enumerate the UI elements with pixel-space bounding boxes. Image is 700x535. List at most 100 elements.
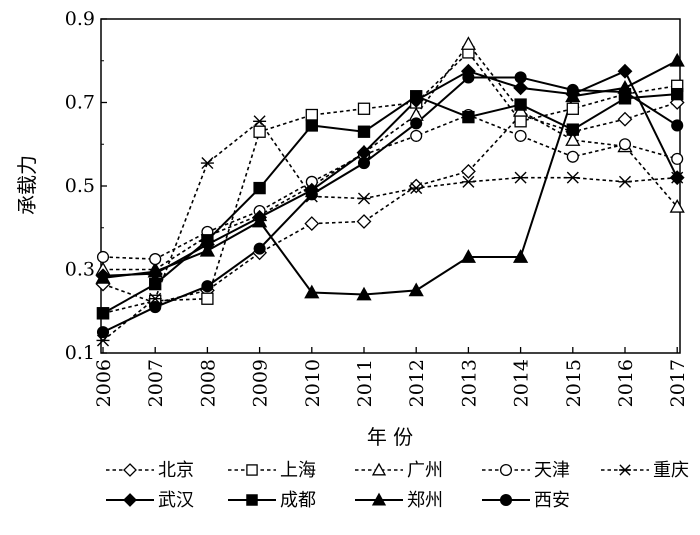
y-axis-title: 承载力 <box>15 155 39 215</box>
marker-diamond <box>356 214 372 229</box>
legend-item: 重庆 <box>601 460 689 481</box>
marker-diamond <box>669 170 685 186</box>
marker-square <box>410 90 423 103</box>
marker-diamond <box>513 80 529 96</box>
marker-circle <box>410 129 423 142</box>
marker-asterisk <box>253 115 267 128</box>
plot-frame <box>100 18 681 354</box>
legend-label: 上海 <box>280 460 316 481</box>
marker-circle <box>566 83 579 97</box>
marker-asterisk <box>200 157 214 170</box>
marker-triangle <box>371 462 387 476</box>
legend-label: 武汉 <box>158 490 194 511</box>
x-tick-label: 2014 <box>511 359 533 407</box>
legend-item: 天津 <box>482 460 570 481</box>
legend-item: 郑州 <box>355 490 443 511</box>
legend-label: 广州 <box>407 460 443 481</box>
marker-asterisk <box>357 192 371 205</box>
marker-square <box>514 115 527 128</box>
marker-circle <box>357 156 371 170</box>
marker-diamond <box>617 63 633 79</box>
marker-diamond <box>408 178 424 194</box>
series-line <box>102 120 678 342</box>
marker-square <box>566 123 579 136</box>
marker-circle <box>499 463 513 477</box>
y-tick-label: 0.9 <box>65 8 95 30</box>
marker-diamond <box>617 111 633 127</box>
series-line <box>102 76 678 334</box>
x-tick-label: 2016 <box>615 359 637 407</box>
marker-diamond <box>123 493 137 507</box>
marker-triangle <box>304 284 320 299</box>
marker-circle <box>410 117 423 130</box>
series-line <box>102 59 678 296</box>
marker-circle <box>566 150 579 163</box>
marker-triangle <box>95 270 111 284</box>
marker-circle <box>618 138 632 151</box>
marker-square <box>357 125 371 138</box>
marker-circle <box>305 188 318 201</box>
marker-square <box>566 102 579 115</box>
marker-circle <box>149 253 162 266</box>
marker-circle <box>96 326 110 339</box>
legend-item: 成都 <box>228 490 316 511</box>
marker-square <box>462 110 475 124</box>
marker-square <box>305 108 318 122</box>
marker-square <box>149 277 162 291</box>
marker-circle <box>201 280 214 293</box>
marker-circle <box>96 250 110 264</box>
marker-square <box>671 87 684 101</box>
legend-label: 郑州 <box>407 490 443 511</box>
y-tick-label: 0.1 <box>65 342 95 364</box>
marker-square <box>357 102 371 115</box>
marker-circle <box>671 119 684 132</box>
legend-label: 西安 <box>534 490 570 511</box>
y-tick-label: 0.3 <box>65 259 95 281</box>
marker-square <box>246 494 258 506</box>
marker-diamond <box>460 163 476 179</box>
y-tick-label: 0.5 <box>65 175 95 197</box>
legend-label: 北京 <box>158 460 194 481</box>
legend-label: 重庆 <box>653 460 689 481</box>
marker-diamond <box>304 216 320 231</box>
x-tick-label: 2009 <box>250 359 272 407</box>
x-tick-label: 2012 <box>406 359 428 407</box>
marker-square <box>96 307 110 320</box>
marker-circle <box>499 493 513 507</box>
marker-triangle <box>460 36 477 50</box>
marker-triangle <box>408 282 424 297</box>
marker-triangle <box>251 213 268 228</box>
marker-circle <box>671 152 684 165</box>
marker-triangle <box>669 199 685 213</box>
legend-item: 广州 <box>355 460 443 481</box>
legend-label: 天津 <box>534 460 570 481</box>
marker-asterisk <box>618 175 632 188</box>
series-line <box>102 101 678 304</box>
series-line <box>102 69 679 277</box>
marker-triangle <box>565 132 581 146</box>
marker-triangle <box>460 249 477 263</box>
marker-diamond <box>123 463 137 477</box>
marker-circle <box>149 301 162 314</box>
marker-circle <box>618 86 632 99</box>
marker-circle <box>253 242 266 255</box>
legend-item: 北京 <box>106 460 194 481</box>
marker-asterisk <box>409 182 423 195</box>
legend-label: 成都 <box>280 490 316 511</box>
marker-triangle <box>199 242 216 257</box>
marker-triangle <box>371 492 387 506</box>
marker-triangle <box>147 263 163 278</box>
marker-asterisk <box>514 171 528 184</box>
x-axis-title: 年 份 <box>367 425 413 449</box>
series-line <box>102 114 678 260</box>
marker-square <box>201 292 214 305</box>
x-tick-label: 2013 <box>458 359 480 407</box>
marker-triangle <box>512 249 529 263</box>
x-tick-label: 2007 <box>145 359 167 407</box>
x-tick-label: 2008 <box>197 359 219 407</box>
marker-asterisk <box>619 464 631 476</box>
x-tick-label: 2010 <box>302 359 324 407</box>
x-tick-label: 2011 <box>354 359 376 407</box>
